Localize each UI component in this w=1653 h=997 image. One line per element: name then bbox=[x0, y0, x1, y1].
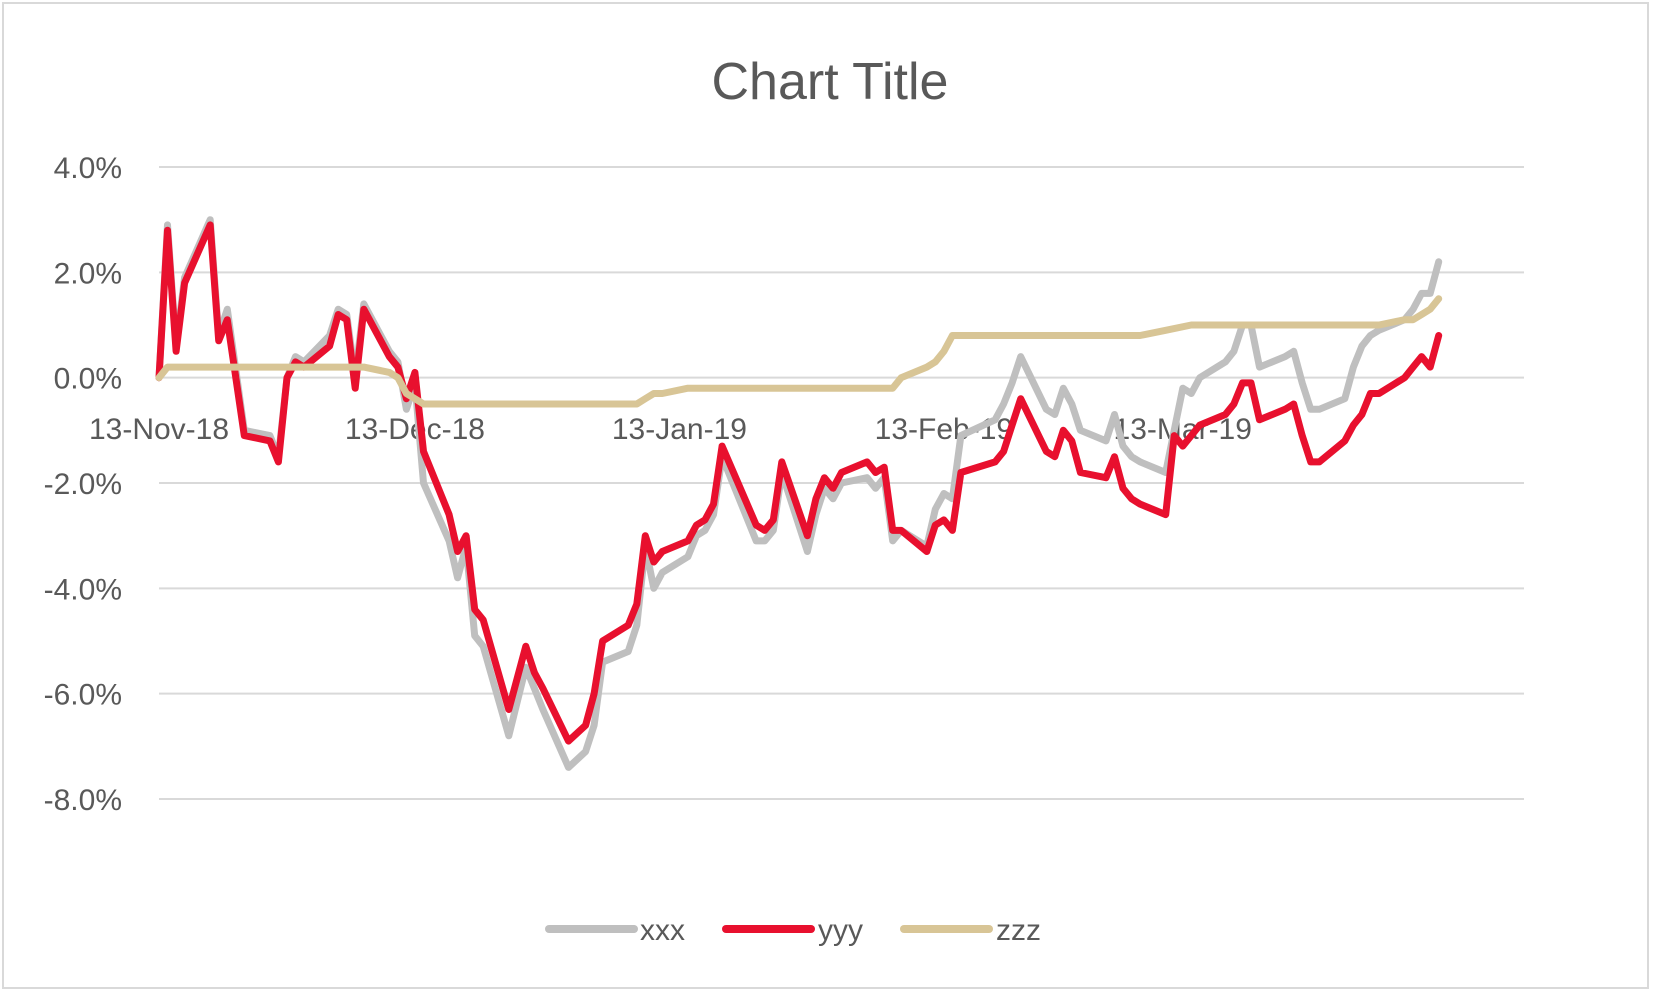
line-chart: Chart Title 4.0% 2.0% 0.0% -2.0% -4.0% -6.0% -… bbox=[44, 53, 1524, 947]
gridlines bbox=[159, 166, 1524, 800]
y-tick-label: -4.0% bbox=[44, 573, 122, 606]
y-axis-labels: 4.0% 2.0% 0.0% -2.0% -4.0% -6.0% -8.0% bbox=[44, 152, 122, 817]
y-tick-label: 2.0% bbox=[54, 257, 122, 290]
series-line-zzz bbox=[155, 295, 1443, 408]
y-tick-label: -2.0% bbox=[44, 468, 122, 501]
y-tick-label: -8.0% bbox=[44, 784, 122, 817]
y-tick-label: 0.0% bbox=[54, 363, 122, 396]
y-tick-label: -6.0% bbox=[44, 679, 122, 712]
legend-label-yyy: yyy bbox=[818, 914, 863, 947]
x-tick-label: 13-Nov-18 bbox=[89, 413, 229, 446]
x-tick-label: 13-Mar-19 bbox=[1114, 413, 1252, 446]
chart-title: Chart Title bbox=[712, 53, 949, 111]
x-tick-label: 13-Jan-19 bbox=[612, 413, 747, 446]
series-lines bbox=[155, 216, 1443, 771]
series-line-yyy bbox=[155, 221, 1443, 745]
series-line-xxx bbox=[155, 216, 1443, 771]
legend-label-xxx: xxx bbox=[640, 914, 685, 947]
y-tick-label: 4.0% bbox=[54, 152, 122, 185]
legend-label-zzz: zzz bbox=[996, 914, 1041, 947]
legend: xxx yyy zzz bbox=[545, 914, 1041, 947]
